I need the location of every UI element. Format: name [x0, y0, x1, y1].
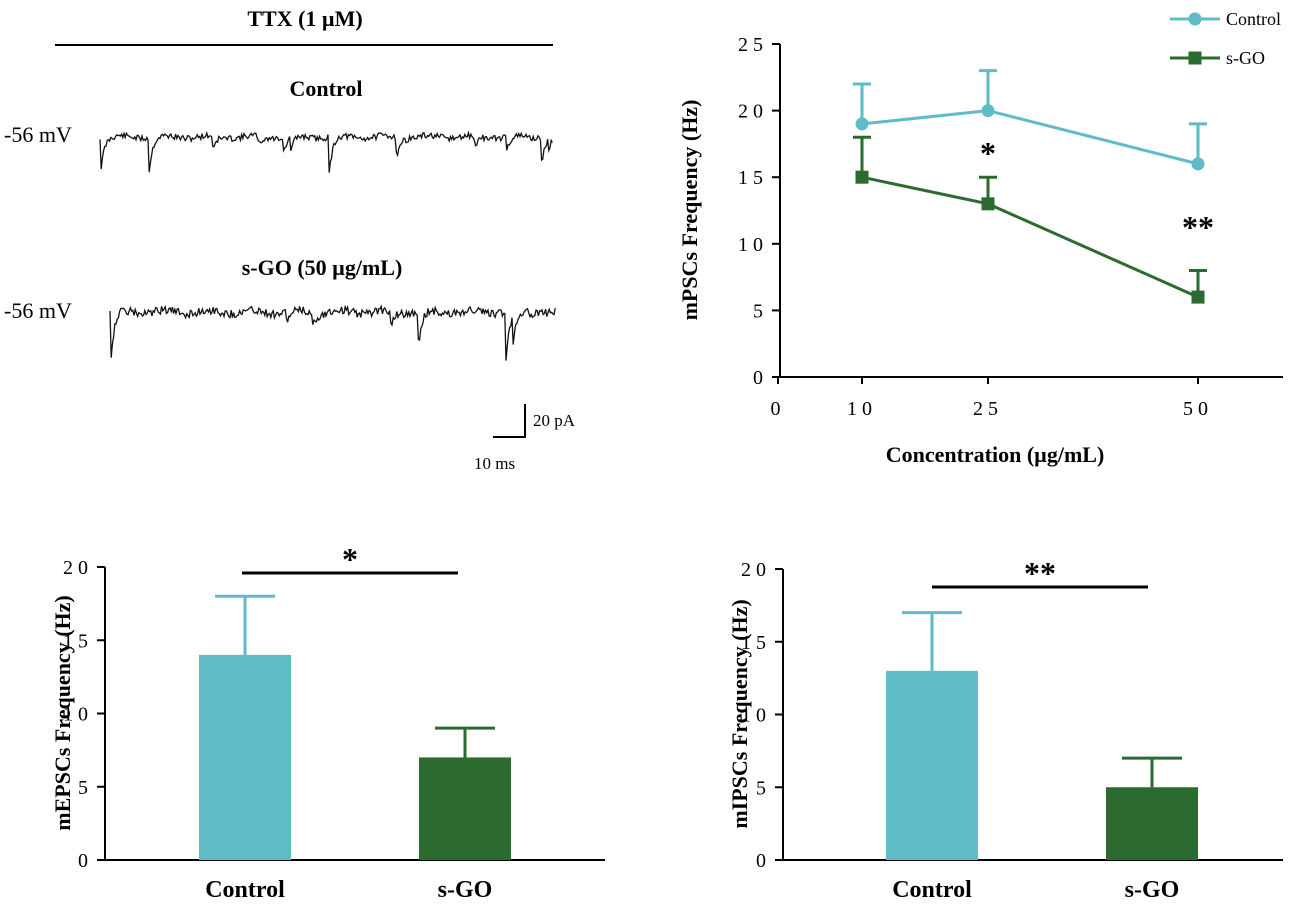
bar-chart-y-tick-label: 10	[741, 705, 771, 727]
bar-chart-y-tick-label: 15	[741, 632, 771, 654]
bar-chart-y-tick-label: 20	[741, 559, 771, 581]
ttx-header: TTX (1 µM)	[247, 6, 362, 31]
bar-chart-y-tick-label: 10	[63, 704, 93, 726]
control-current-trace	[99, 130, 553, 173]
legend-sgo-label: s-GO	[1226, 48, 1265, 68]
mipsc-bar-chart: mIPSCs Frequency (Hz) 0 5 10 15 20 Control s-G…	[727, 555, 1283, 903]
control-holding-potential: -56 mV	[4, 122, 72, 147]
mepsc-y-label: mEPSCs Frequency (Hz)	[50, 595, 75, 830]
line-chart: mPSCs Frequency (Hz) Concentration (µg/m…	[677, 9, 1283, 467]
control-series-line	[861, 109, 1199, 166]
line-chart-y-label: mPSCs Frequency (Hz)	[677, 100, 702, 321]
line-chart-y-tick-label: 0	[753, 367, 768, 389]
bar-chart-y-tick-label: 15	[63, 630, 93, 652]
legend-control-label: Control	[1226, 9, 1281, 29]
scale-bar-x-label: 10 ms	[474, 454, 515, 473]
legend-sgo-marker	[1188, 51, 1202, 65]
sgo-point	[855, 170, 869, 184]
line-chart-x-tick-label: 0	[771, 398, 786, 420]
line-chart-x-label: Concentration (µg/mL)	[886, 442, 1105, 467]
line-chart-y-tick-label: 25	[738, 34, 768, 56]
scale-bar-y-label: 20 pA	[533, 411, 576, 430]
line-chart-y-tick-label: 20	[738, 101, 768, 123]
control-point	[855, 117, 869, 131]
control-category-label: Control	[892, 877, 972, 903]
trace-panel: TTX (1 µM) Control -56 mV s-GO (50 µg/mL…	[4, 6, 576, 473]
line-chart-y-tick-label: 10	[738, 234, 768, 256]
mipsc-y-label: mIPSCs Frequency (Hz)	[727, 599, 752, 828]
bar-chart-y-tick-label: 5	[78, 777, 93, 799]
significance-marker: *	[342, 541, 358, 577]
sgo-bar	[1106, 787, 1198, 860]
line-chart-x-tick-label: 50	[1183, 398, 1213, 420]
control-trace-label: Control	[290, 76, 363, 101]
sgo-current-trace	[109, 304, 556, 361]
significance-star: *	[980, 135, 996, 171]
sgo-bar	[419, 757, 511, 860]
line-chart-x-tick-label: 10	[847, 398, 877, 420]
significance-stars: **	[1182, 209, 1214, 245]
bar-chart-y-tick-label: 5	[756, 777, 771, 799]
line-chart-y-tick-label: 15	[738, 167, 768, 189]
sgo-series-line	[861, 175, 1199, 299]
scale-bar-lines	[493, 404, 526, 438]
sgo-holding-potential: -56 mV	[4, 298, 72, 323]
significance-marker: **	[1024, 555, 1056, 591]
sgo-category-label: s-GO	[438, 877, 493, 903]
bar-chart-y-tick-label: 0	[756, 850, 771, 872]
line-chart-y-tick-label: 5	[753, 300, 768, 322]
control-point	[981, 104, 995, 118]
bar-chart-y-tick-label: 0	[78, 850, 93, 872]
control-bar	[886, 670, 978, 860]
sgo-point	[981, 197, 995, 211]
mepsc-bar-chart: mEPSCs Frequency (Hz) 0 5 10 15 20 Control s-G…	[50, 541, 605, 903]
control-point	[1191, 157, 1205, 171]
sgo-trace-label: s-GO (50 µg/mL)	[242, 255, 403, 280]
legend-control-marker	[1188, 12, 1202, 26]
scale-bar: 20 pA 10 ms	[474, 404, 576, 473]
control-bar	[199, 654, 291, 860]
sgo-point	[1191, 290, 1205, 304]
line-chart-x-tick-label: 25	[973, 398, 1003, 420]
bar-chart-y-tick-label: 20	[63, 557, 93, 579]
control-category-label: Control	[205, 877, 285, 903]
sgo-category-label: s-GO	[1125, 877, 1180, 903]
